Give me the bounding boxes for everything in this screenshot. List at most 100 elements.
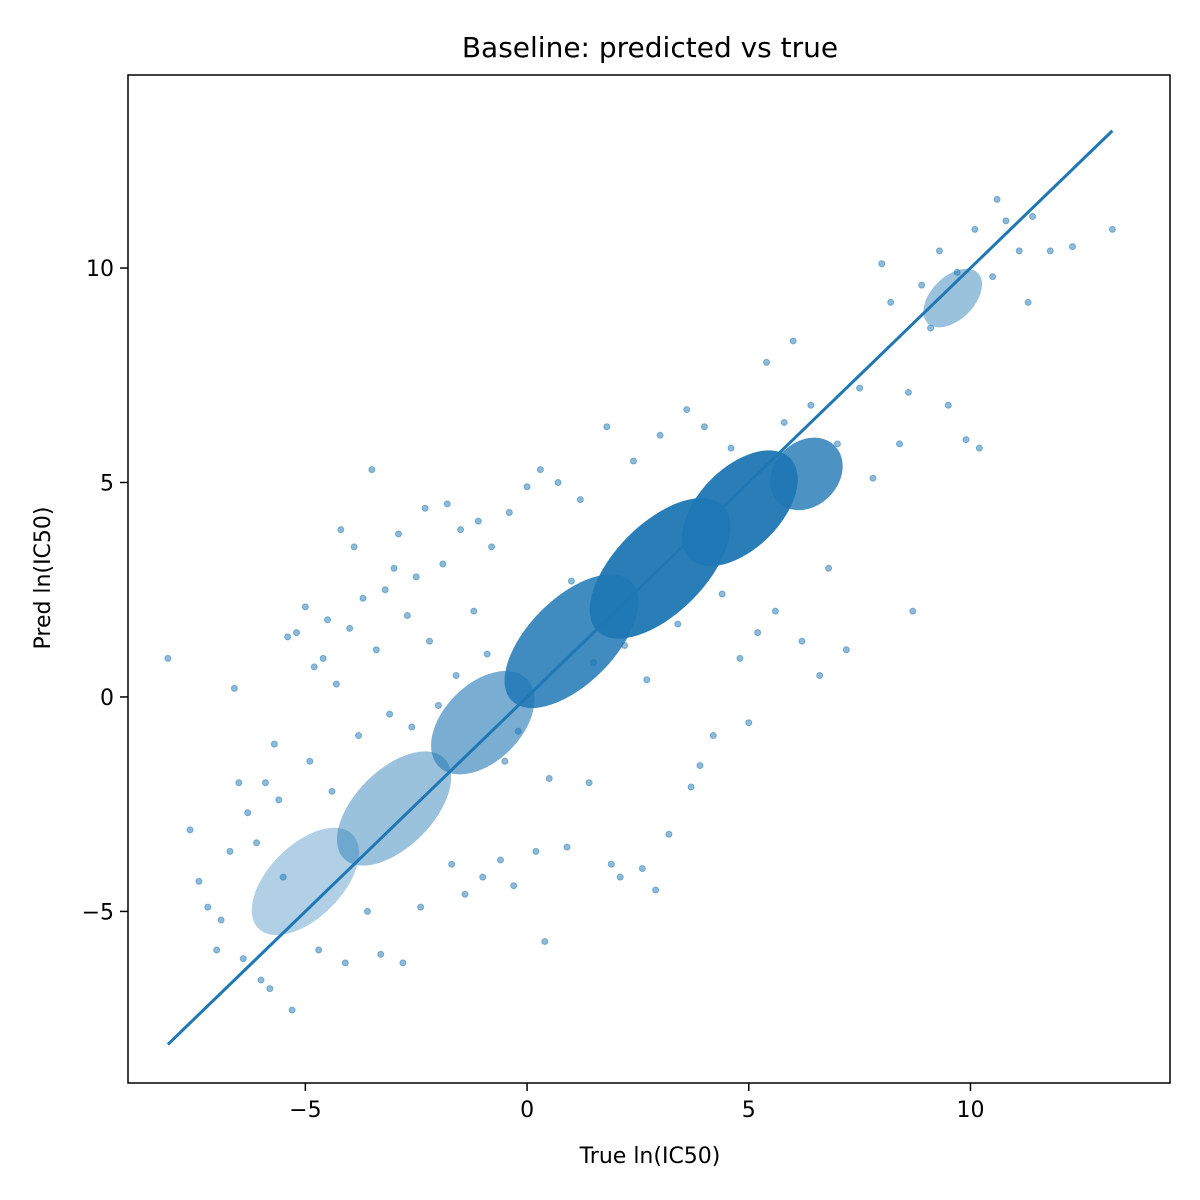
x-tick-label: 0 bbox=[520, 1098, 534, 1123]
scatter-point bbox=[674, 620, 682, 628]
scatter-point bbox=[563, 843, 571, 851]
scatter-point bbox=[545, 774, 553, 782]
y-tick-label: 5 bbox=[100, 471, 114, 496]
scatter-point bbox=[457, 526, 465, 534]
scatter-point bbox=[443, 500, 451, 508]
scatter-point bbox=[944, 401, 952, 409]
scatter-point bbox=[301, 603, 309, 611]
scatter-point bbox=[536, 466, 544, 474]
scatter-point bbox=[226, 847, 234, 855]
scatter-point bbox=[284, 633, 292, 641]
scatter-point bbox=[869, 474, 877, 482]
scatter-point bbox=[363, 907, 371, 915]
scatter-point bbox=[745, 719, 753, 727]
scatter-point bbox=[483, 650, 491, 658]
scatter-point bbox=[603, 423, 611, 431]
scatter-point bbox=[962, 436, 970, 444]
scatter-point bbox=[164, 654, 172, 662]
scatter-point bbox=[461, 890, 469, 898]
y-axis: −5 0 5 10 bbox=[82, 257, 128, 925]
scatter-point bbox=[585, 779, 593, 787]
scatter-point bbox=[217, 916, 225, 924]
scatter-point bbox=[195, 877, 203, 885]
scatter-point bbox=[235, 779, 243, 787]
y-tick-label: −5 bbox=[82, 900, 114, 925]
density-cloud bbox=[431, 671, 535, 775]
scatter-point bbox=[1068, 243, 1076, 251]
scatter-point bbox=[488, 543, 496, 551]
scatter-point bbox=[230, 684, 238, 692]
density-cloud bbox=[251, 827, 359, 936]
scatter-point bbox=[842, 646, 850, 654]
scatter-point bbox=[1002, 217, 1010, 225]
scatter-point bbox=[656, 431, 664, 439]
scatter-point bbox=[567, 577, 575, 585]
scatter-point bbox=[439, 560, 447, 568]
scatter-point bbox=[288, 1006, 296, 1014]
scatter-point bbox=[359, 594, 367, 602]
scatter-point bbox=[496, 856, 504, 864]
scatter-point bbox=[576, 496, 584, 504]
scatter-point bbox=[332, 680, 340, 688]
density-cloud bbox=[682, 450, 798, 567]
scatter-point bbox=[607, 860, 615, 868]
x-tick-label: −5 bbox=[289, 1098, 321, 1123]
scatter-point bbox=[417, 903, 425, 911]
scatter-point bbox=[736, 654, 744, 662]
x-tick-label: 5 bbox=[742, 1098, 756, 1123]
scatter-point bbox=[257, 976, 265, 984]
scatter-point bbox=[927, 324, 935, 332]
scatter-point bbox=[310, 663, 318, 671]
scatter-point bbox=[452, 672, 460, 680]
scatter-point bbox=[953, 268, 961, 276]
scatter-point bbox=[213, 946, 221, 954]
scatter-point bbox=[643, 676, 651, 684]
scatter-point bbox=[532, 847, 540, 855]
density-cloud bbox=[336, 751, 452, 866]
scatter-point bbox=[904, 388, 912, 396]
scatter-point bbox=[683, 406, 691, 414]
scatter-point bbox=[727, 444, 735, 452]
density-cloud bbox=[770, 437, 843, 511]
scatter-point bbox=[390, 564, 398, 572]
scatter-point bbox=[687, 783, 695, 791]
scatter-point bbox=[763, 358, 771, 366]
scatter-point bbox=[1046, 247, 1054, 255]
y-tick-label: 10 bbox=[86, 257, 114, 282]
scatter-point bbox=[514, 727, 522, 735]
scatter-point bbox=[275, 796, 283, 804]
scatter-point bbox=[270, 740, 278, 748]
scatter-point bbox=[372, 646, 380, 654]
chart-title: Baseline: predicted vs true bbox=[462, 31, 838, 64]
scatter-point bbox=[434, 702, 442, 710]
scatter-point bbox=[244, 809, 252, 817]
scatter-point bbox=[479, 873, 487, 881]
scatter-point bbox=[426, 637, 434, 645]
scatter-point bbox=[292, 629, 300, 637]
scatter-point bbox=[368, 466, 376, 474]
scatter-point bbox=[381, 586, 389, 594]
scatter-point bbox=[1108, 225, 1116, 233]
scatter-point bbox=[718, 590, 726, 598]
scatter-point bbox=[328, 787, 336, 795]
scatter-point bbox=[239, 955, 247, 963]
scatter-point bbox=[474, 517, 482, 525]
scatter-point bbox=[346, 624, 354, 632]
scatter-point bbox=[261, 779, 269, 787]
scatter-point bbox=[403, 611, 411, 619]
scatter-point bbox=[590, 659, 598, 667]
scatter-point bbox=[386, 710, 394, 718]
scatter-point bbox=[629, 457, 637, 465]
scatter-point bbox=[355, 732, 363, 740]
scatter-point bbox=[186, 826, 194, 834]
density-cloud bbox=[923, 268, 983, 328]
scatter-point bbox=[993, 195, 1001, 203]
scatter-point bbox=[918, 281, 926, 289]
scatter-point bbox=[408, 723, 416, 731]
scatter-point bbox=[700, 423, 708, 431]
scatter-point bbox=[856, 384, 864, 392]
scatter-point bbox=[337, 526, 345, 534]
scatter-point bbox=[399, 959, 407, 967]
scatter-point bbox=[825, 564, 833, 572]
